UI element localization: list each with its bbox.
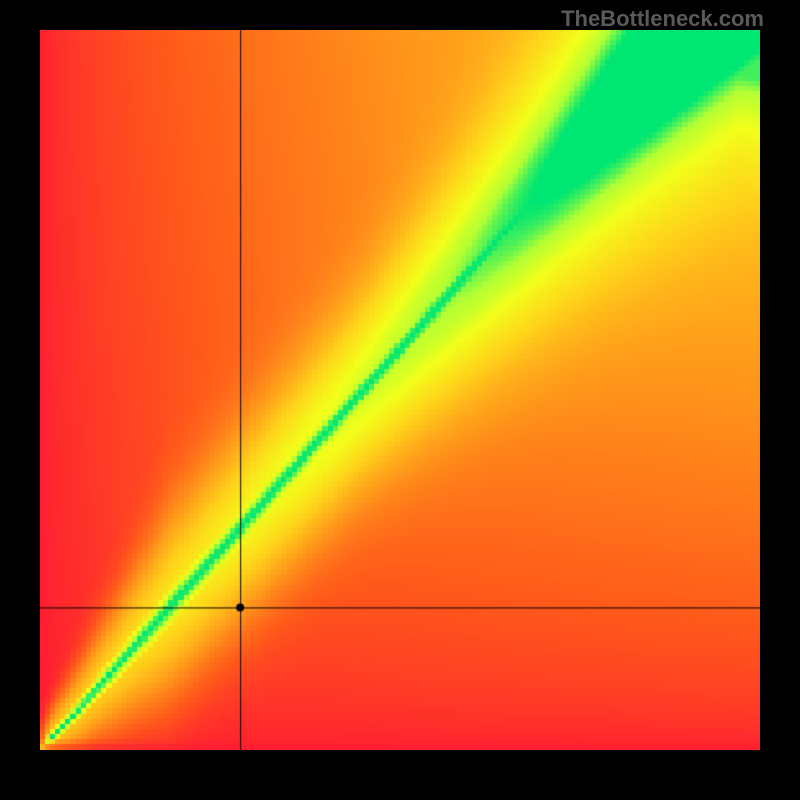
heatmap-canvas	[40, 30, 760, 750]
watermark-text: TheBottleneck.com	[561, 6, 764, 32]
heatmap-plot	[40, 30, 760, 750]
chart-frame: TheBottleneck.com	[0, 0, 800, 800]
